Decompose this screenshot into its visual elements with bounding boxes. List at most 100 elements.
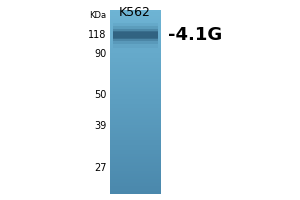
Bar — [110, 159, 160, 160]
Bar — [110, 40, 160, 42]
Bar — [110, 13, 160, 15]
Bar — [110, 137, 160, 139]
Bar — [110, 108, 160, 110]
Bar — [110, 123, 160, 125]
Bar — [110, 103, 160, 105]
Bar — [110, 93, 160, 94]
Bar — [110, 39, 160, 41]
Bar — [110, 62, 160, 64]
Bar — [110, 168, 160, 169]
Bar — [110, 74, 160, 76]
Bar — [110, 154, 160, 156]
Bar — [110, 171, 160, 173]
Bar — [110, 132, 160, 134]
Bar — [110, 94, 160, 96]
Bar — [110, 60, 160, 62]
Bar — [110, 174, 160, 176]
Bar — [110, 189, 160, 191]
Bar — [110, 185, 160, 186]
Text: 39: 39 — [94, 121, 106, 131]
Bar — [110, 178, 160, 180]
Text: 118: 118 — [88, 30, 106, 40]
Bar — [110, 131, 160, 133]
Bar — [110, 119, 160, 120]
Bar — [110, 183, 160, 185]
Bar — [110, 14, 160, 16]
Bar — [110, 160, 160, 162]
Bar — [110, 65, 160, 67]
Bar — [110, 169, 160, 171]
Bar — [110, 42, 160, 44]
Bar — [110, 25, 160, 27]
Bar — [110, 113, 160, 114]
Bar — [110, 82, 160, 84]
Bar — [110, 50, 160, 51]
Bar — [110, 105, 160, 107]
Text: KDa: KDa — [89, 11, 106, 20]
Bar — [110, 19, 160, 21]
Bar — [110, 73, 160, 74]
Bar — [110, 79, 160, 81]
Bar — [110, 27, 160, 28]
Text: 50: 50 — [94, 90, 106, 100]
Bar — [110, 85, 160, 87]
Bar — [110, 22, 160, 24]
Bar — [110, 155, 160, 157]
Bar — [110, 83, 160, 85]
Bar — [110, 188, 160, 189]
Bar — [110, 51, 160, 53]
Bar — [110, 129, 160, 131]
Bar — [112, 26, 158, 44]
Bar — [110, 149, 160, 151]
Bar — [110, 33, 160, 35]
Bar — [110, 191, 160, 192]
Bar — [112, 22, 158, 47]
Bar — [110, 88, 160, 90]
Bar — [110, 80, 160, 82]
Bar — [110, 102, 160, 104]
Bar — [110, 186, 160, 188]
Bar — [110, 106, 160, 108]
Bar — [110, 151, 160, 153]
Bar — [110, 166, 160, 168]
Bar — [110, 148, 160, 150]
Bar — [110, 34, 160, 36]
Bar — [110, 53, 160, 54]
Bar — [110, 134, 160, 136]
Bar — [110, 36, 160, 38]
Bar — [110, 71, 160, 73]
Bar — [110, 63, 160, 65]
Bar — [110, 136, 160, 137]
Bar — [110, 48, 160, 50]
Bar — [110, 45, 160, 47]
Bar — [110, 163, 160, 165]
Bar — [110, 96, 160, 97]
Bar — [110, 68, 160, 70]
Bar — [110, 59, 160, 61]
Bar — [110, 97, 160, 99]
Bar — [110, 162, 160, 163]
Text: -4.1G: -4.1G — [168, 26, 222, 44]
Text: K562: K562 — [119, 6, 151, 19]
Bar — [110, 77, 160, 79]
Text: 90: 90 — [94, 49, 106, 59]
Bar — [110, 128, 160, 130]
Bar — [110, 44, 160, 45]
Bar — [110, 56, 160, 58]
Bar — [110, 146, 160, 148]
Bar — [110, 91, 160, 93]
Bar — [110, 180, 160, 182]
Bar — [110, 114, 160, 116]
Bar — [110, 177, 160, 179]
Bar — [110, 142, 160, 143]
Bar — [110, 54, 160, 56]
Bar — [112, 32, 158, 38]
Bar — [110, 152, 160, 154]
Bar — [110, 125, 160, 127]
Bar — [110, 31, 160, 33]
Bar — [110, 90, 160, 91]
Bar — [110, 37, 160, 39]
Bar — [110, 47, 160, 48]
Bar — [110, 21, 160, 22]
Bar — [110, 99, 160, 100]
